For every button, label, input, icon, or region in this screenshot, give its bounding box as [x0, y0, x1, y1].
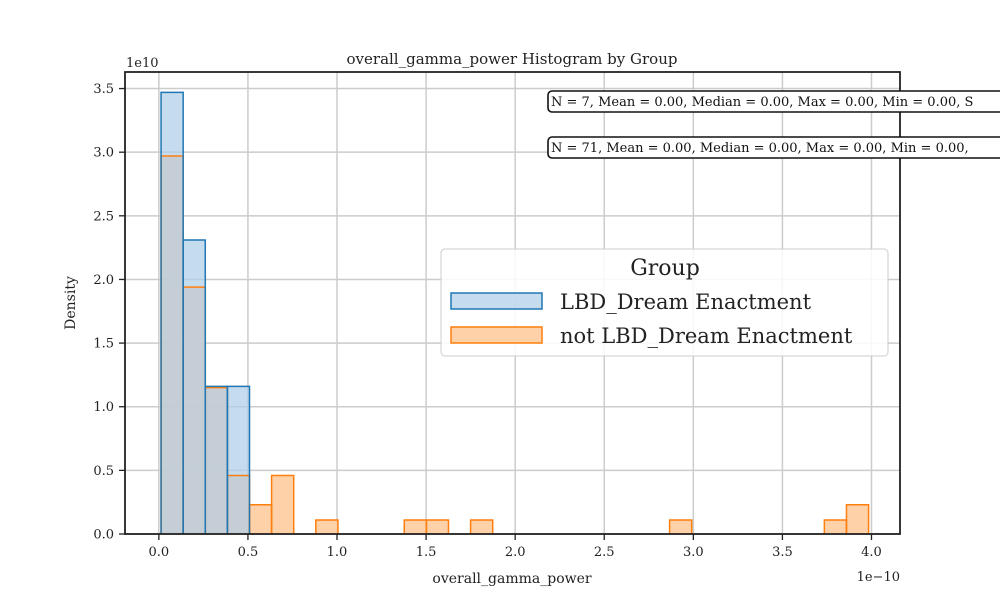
bar-not-lbd — [824, 520, 847, 534]
x-tick-label: 0.5 — [238, 545, 259, 560]
bar-outline-not-lbd — [425, 519, 450, 534]
x-tick-label: 3.5 — [772, 545, 793, 560]
annotation-lbd-box — [547, 90, 1000, 113]
bar-lbd — [227, 386, 250, 534]
legend: Group LBD_Dream Enactment not LBD_Dream … — [440, 248, 889, 357]
annotation-not-lbd: N = 71, Mean = 0.00, Median = 0.00, Max … — [547, 136, 1000, 159]
bar-lbd — [205, 386, 228, 534]
y-tick-label: 2.5 — [93, 209, 114, 224]
histogram-bars — [160, 91, 870, 534]
y-tick-label: 2.0 — [93, 273, 114, 288]
bar-not-lbd — [470, 520, 493, 534]
chart-title: overall_gamma_power Histogram by Group — [347, 50, 678, 68]
y-tick-label: 0.0 — [93, 528, 114, 543]
x-tick-label: 2.5 — [594, 545, 615, 560]
x-tick-label: 1.0 — [327, 545, 348, 560]
bar-lbd — [161, 92, 184, 534]
y-tick-label: 1.0 — [93, 400, 114, 415]
bar-outline-not-lbd — [315, 519, 339, 534]
y-tick-label: 3.5 — [93, 82, 114, 97]
y-axis-label: Density — [63, 276, 79, 330]
annotation-not-lbd-box — [547, 136, 1000, 159]
annotation-lbd-text: N = 7, Mean = 0.00, Median = 0.00, Max =… — [551, 95, 973, 110]
bar-not-lbd — [315, 520, 338, 534]
bar-not-lbd — [426, 520, 449, 534]
legend-title: Group — [630, 256, 700, 281]
legend-label-lbd: LBD_Dream Enactment — [560, 290, 812, 314]
y-tick-label: 0.5 — [93, 464, 114, 479]
annotation-lbd: N = 7, Mean = 0.00, Median = 0.00, Max =… — [547, 90, 1000, 113]
legend-swatch-not-lbd — [450, 326, 543, 344]
x-tick-label: 4.0 — [861, 545, 882, 560]
y-tick-label: 1.5 — [93, 337, 114, 352]
bar-outline-not-lbd — [845, 503, 870, 534]
bar-not-lbd — [271, 475, 294, 534]
bar-outline-not-lbd — [469, 519, 494, 534]
y-offset-text: 1e10 — [126, 56, 159, 71]
bar-outline-not-lbd — [668, 519, 693, 534]
legend-box — [440, 248, 889, 357]
y-tick-label: 3.0 — [93, 146, 114, 161]
axis-ticks: 0.0 0.5 1.0 1.5 2.0 2.5 3.0 3.5 4.0 0.0 0.5 1.0 1.5 2… — [93, 82, 882, 560]
bar-outline-not-lbd — [270, 474, 295, 534]
annotation-not-lbd-text: N = 71, Mean = 0.00, Median = 0.00, Max … — [551, 141, 969, 156]
bar-not-lbd — [669, 520, 692, 534]
bar-lbd — [183, 240, 206, 534]
x-offset-text: 1e−10 — [857, 570, 900, 585]
bar-not-lbd — [404, 520, 427, 534]
x-tick-label: 2.0 — [505, 545, 526, 560]
bar-not-lbd — [846, 504, 869, 534]
bar-outline-lbd — [226, 385, 251, 534]
x-tick-label: 1.5 — [416, 545, 437, 560]
x-axis-label: overall_gamma_power — [432, 571, 591, 587]
legend-swatch-lbd — [450, 292, 543, 310]
x-tick-label: 3.0 — [683, 545, 704, 560]
legend-label-not-lbd: not LBD_Dream Enactment — [560, 324, 853, 348]
bar-not-lbd — [249, 504, 272, 534]
x-tick-label: 0.0 — [149, 545, 170, 560]
plot-frame — [124, 71, 901, 535]
